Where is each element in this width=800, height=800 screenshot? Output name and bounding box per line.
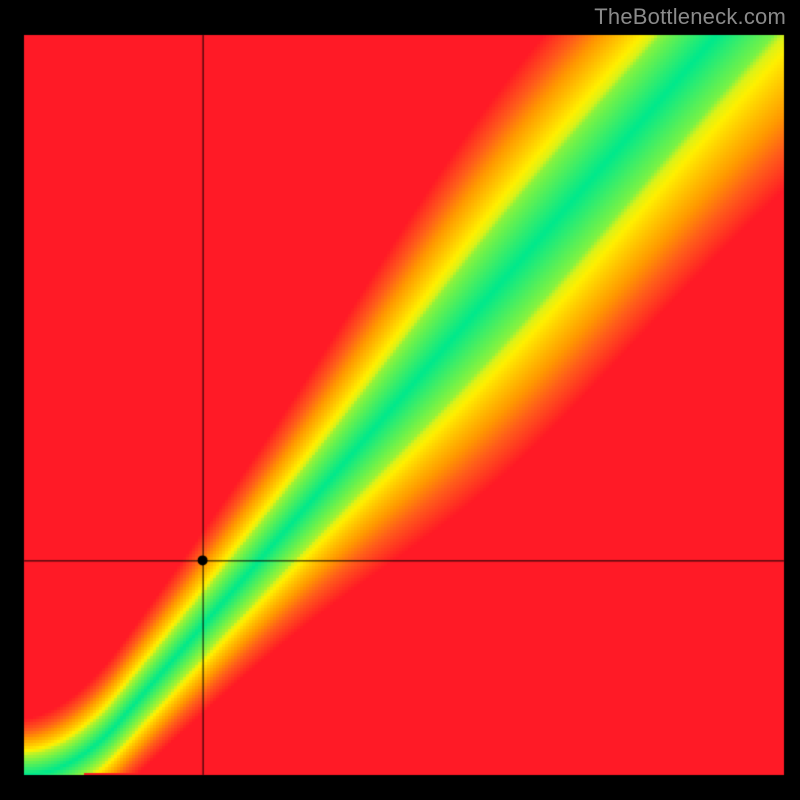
bottleneck-heatmap (0, 0, 800, 800)
watermark-text: TheBottleneck.com (594, 4, 786, 30)
chart-container: { "watermark": { "text": "TheBottleneck.… (0, 0, 800, 800)
